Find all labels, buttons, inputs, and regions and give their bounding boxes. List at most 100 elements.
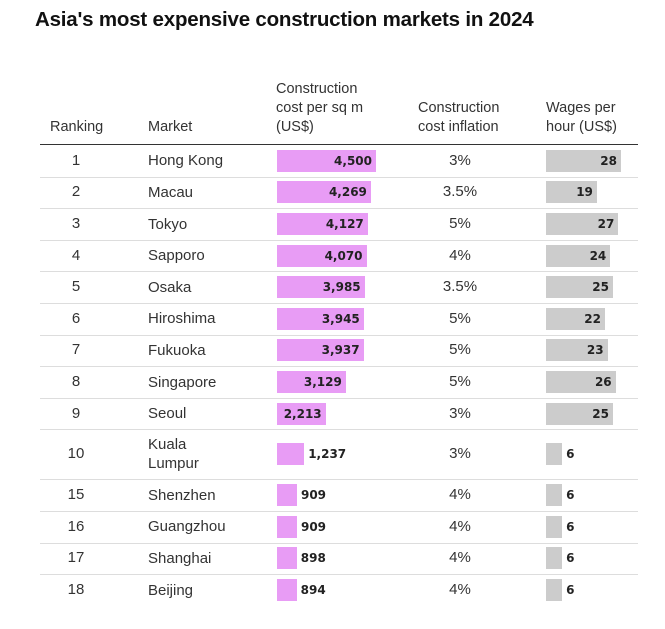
rank-cell: 18 xyxy=(67,581,85,598)
rank-cell: 17 xyxy=(67,549,85,567)
market-cell: Hong Kong xyxy=(148,152,224,170)
rank-cell: 9 xyxy=(71,404,81,422)
inflation-cell: 5% xyxy=(449,373,471,390)
wage-value-label: 6 xyxy=(566,583,575,597)
wage-value-label: 27 xyxy=(597,217,615,231)
market-cell: Singapore xyxy=(148,373,217,391)
market-cell: Guangzhou xyxy=(148,518,226,536)
rank-cell: 4 xyxy=(71,246,81,264)
rank-cell: 3 xyxy=(71,215,81,232)
rank-cell: 10 xyxy=(67,445,85,463)
wage-value-label: 19 xyxy=(576,185,593,200)
row-divider xyxy=(40,542,638,544)
cost-bar xyxy=(277,547,297,570)
header-divider xyxy=(40,144,638,145)
rank-cell: 16 xyxy=(67,517,85,535)
cost-bar xyxy=(277,402,326,425)
cost-value-label: 909 xyxy=(300,519,327,534)
wage-value-label: 22 xyxy=(584,311,601,326)
inflation-cell: 4% xyxy=(449,517,471,535)
wage-bar xyxy=(546,149,621,172)
cost-value-label: 3,985 xyxy=(322,280,361,295)
inflation-cell: 3% xyxy=(449,151,471,169)
wage-value-label: 23 xyxy=(586,343,604,358)
wage-bar xyxy=(546,276,613,299)
rank-cell: 6 xyxy=(71,309,81,327)
inflation-cell: 3.5% xyxy=(442,278,478,296)
row-divider xyxy=(40,366,638,368)
market-cell: Seoul xyxy=(148,405,187,423)
inflation-cell: 4% xyxy=(449,246,471,264)
inflation-cell: 5% xyxy=(449,215,471,232)
rank-cell: 2 xyxy=(71,183,81,201)
row-divider xyxy=(40,429,638,431)
rank-cell: 1 xyxy=(71,151,81,169)
wage-value-label: 28 xyxy=(600,153,617,168)
row-divider xyxy=(40,334,638,336)
row-divider xyxy=(40,303,638,304)
inflation-cell: 5% xyxy=(449,341,471,359)
cost-value-label: 2,213 xyxy=(283,406,322,421)
header-cost-inflation: Construction cost inflation xyxy=(418,100,500,135)
market-cell: Shanghai xyxy=(148,549,212,567)
row-divider xyxy=(40,271,638,273)
market-cell: Fukuoka xyxy=(148,341,206,359)
wage-bar xyxy=(546,181,597,204)
cost-value-label: 3,937 xyxy=(321,343,360,358)
cost-bar xyxy=(277,339,364,362)
market-cell: Tokyo xyxy=(148,215,188,233)
cost-bar xyxy=(277,213,368,235)
cost-bar xyxy=(277,244,367,267)
wage-bar xyxy=(546,579,563,601)
inflation-cell: 4% xyxy=(449,581,471,598)
wage-value-label: 6 xyxy=(566,519,575,534)
wage-bar xyxy=(546,244,611,267)
row-divider xyxy=(40,479,638,481)
rank-cell: 15 xyxy=(67,486,85,504)
rank-cell: 8 xyxy=(71,373,81,390)
wage-bar xyxy=(546,213,619,235)
cost-bar xyxy=(277,307,364,330)
rank-cell: 7 xyxy=(71,341,81,359)
header-market: Market xyxy=(148,119,193,135)
header-construction-cost: Construction cost per sq m (US$) xyxy=(276,81,364,135)
wage-value-label: 26 xyxy=(594,375,612,389)
row-divider xyxy=(40,511,638,512)
market-cell: Macau xyxy=(148,183,194,201)
cost-value-label: 909 xyxy=(300,488,327,503)
inflation-cell: 5% xyxy=(449,309,471,327)
row-divider xyxy=(40,208,638,210)
inflation-cell: 4% xyxy=(449,486,471,504)
cost-bar xyxy=(277,371,346,393)
cost-value-label: 3,129 xyxy=(303,375,342,389)
inflation-cell: 3.5% xyxy=(442,183,478,201)
rank-cell: 5 xyxy=(71,278,81,296)
wage-value-label: 24 xyxy=(589,248,607,263)
wage-bar xyxy=(546,339,608,362)
wage-bar xyxy=(546,402,613,425)
wage-value-label: 6 xyxy=(566,551,575,566)
cost-value-label: 1,237 xyxy=(308,447,347,462)
wage-value-label: 6 xyxy=(566,488,575,503)
market-cell: Kuala Lumpur xyxy=(148,436,199,473)
market-cell: Hiroshima xyxy=(148,310,216,328)
wage-bar xyxy=(546,307,605,330)
header-wages: Wages per hour (US$) xyxy=(546,100,617,135)
header-ranking: Ranking xyxy=(50,119,104,135)
inflation-cell: 4% xyxy=(449,549,471,567)
wage-bar xyxy=(546,547,563,570)
cost-value-label: 894 xyxy=(300,583,326,597)
cost-value-label: 898 xyxy=(300,551,326,566)
wage-bar xyxy=(546,515,563,538)
cost-bar xyxy=(277,149,376,172)
cost-value-label: 4,127 xyxy=(325,217,364,231)
cost-bar xyxy=(277,276,365,299)
cost-bar xyxy=(277,484,297,507)
row-divider xyxy=(40,397,638,399)
cost-bar xyxy=(277,515,297,538)
market-cell: Beijing xyxy=(148,581,194,599)
chart-title: Asia's most expensive construction marke… xyxy=(35,8,534,31)
wage-value-label: 25 xyxy=(592,280,609,295)
cost-value-label: 4,269 xyxy=(328,185,367,200)
